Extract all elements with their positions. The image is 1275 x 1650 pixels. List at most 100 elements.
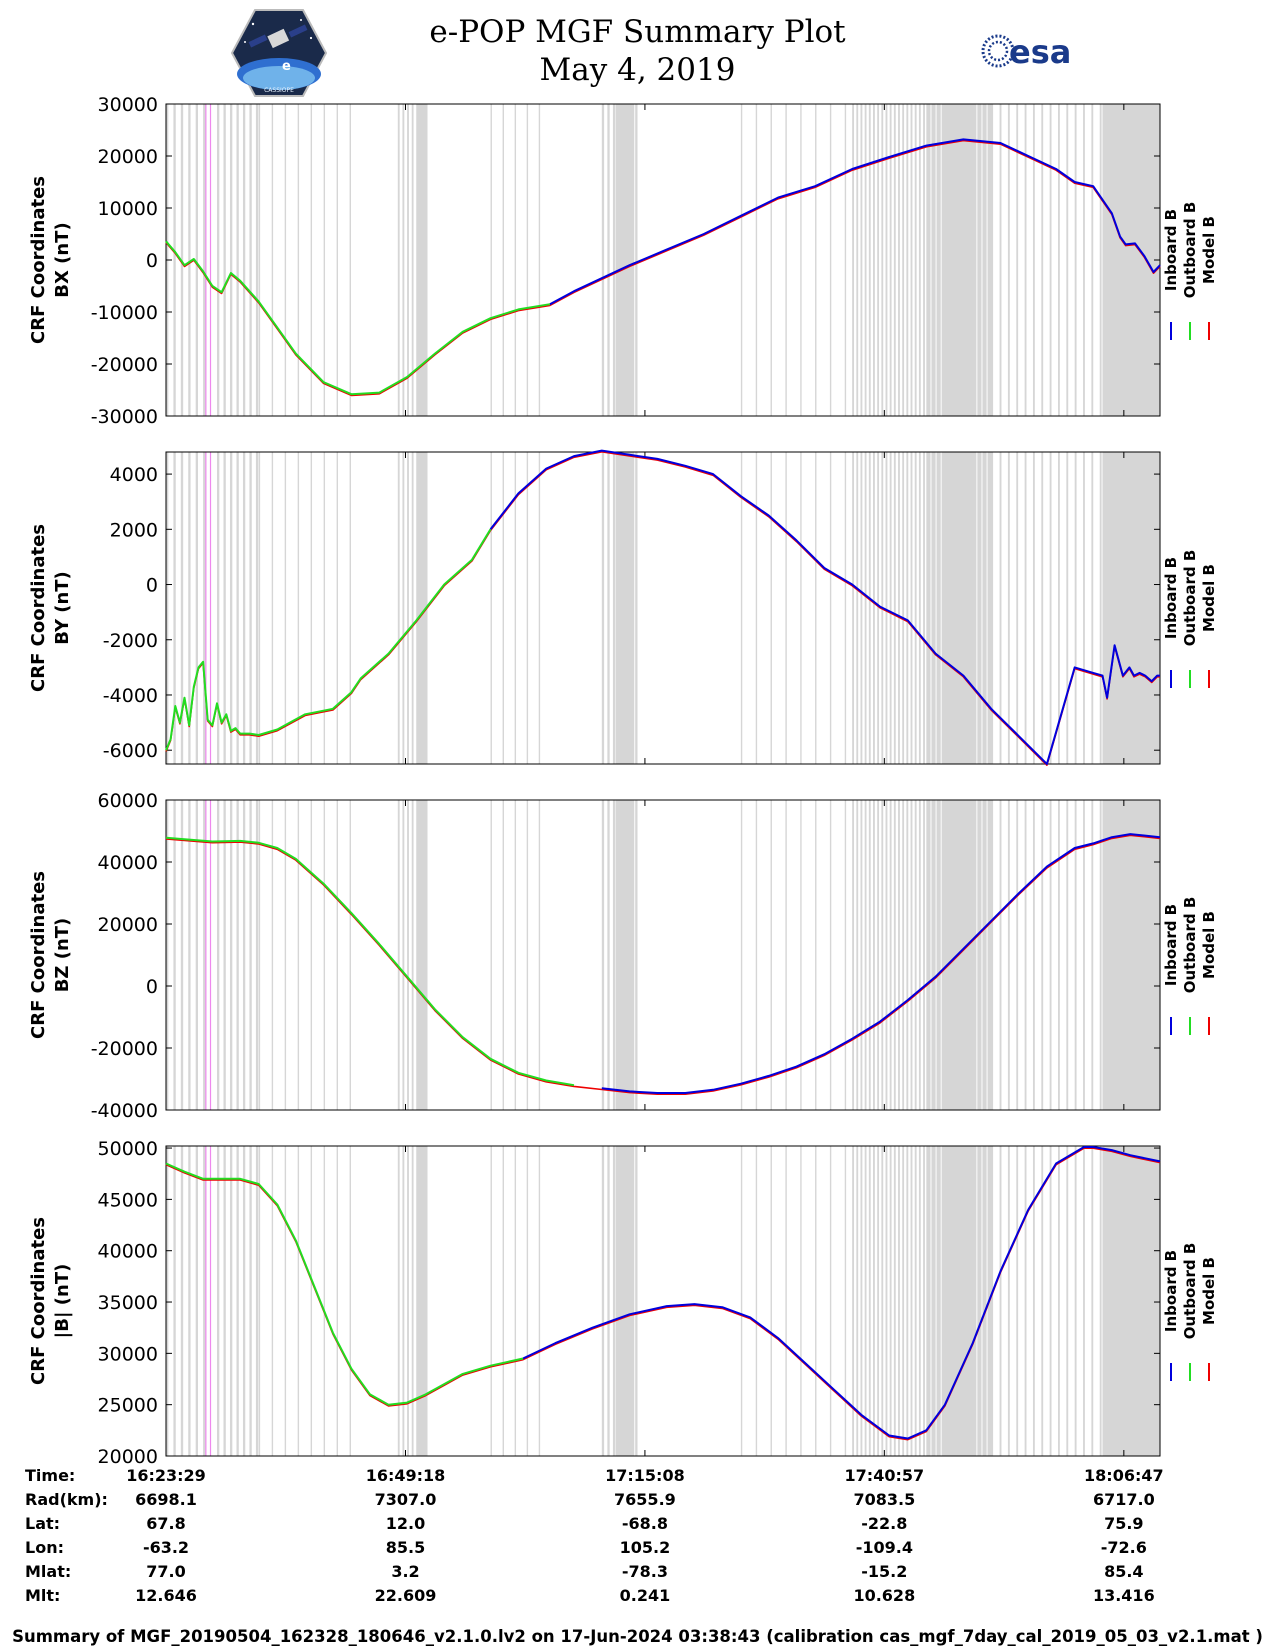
gap-band bbox=[502, 800, 504, 1110]
ephemeris-time: 18:06:47 bbox=[1084, 1466, 1164, 1485]
gap-band bbox=[898, 1146, 900, 1456]
gap-band bbox=[188, 1146, 191, 1456]
gap-band bbox=[740, 104, 743, 416]
gap-band bbox=[180, 800, 184, 1110]
gap-band bbox=[1041, 1146, 1044, 1456]
gap-band bbox=[885, 104, 888, 416]
ephemeris-lat: 75.9 bbox=[1104, 1514, 1144, 1533]
gap-band bbox=[1157, 800, 1160, 1110]
gap-band bbox=[416, 800, 428, 1110]
gap-band bbox=[635, 800, 638, 1110]
gap-band bbox=[416, 104, 428, 416]
y-tick-label: 0 bbox=[146, 976, 158, 998]
gap-band bbox=[336, 452, 339, 764]
gap-band bbox=[906, 452, 909, 764]
gap-band bbox=[402, 1146, 405, 1456]
gap-band bbox=[1083, 800, 1085, 1110]
gap-band bbox=[1151, 800, 1157, 1110]
gap-band bbox=[844, 800, 847, 1110]
gap-band bbox=[310, 1146, 313, 1456]
gap-band bbox=[236, 452, 239, 764]
ephemeris-time: 16:23:29 bbox=[126, 1466, 206, 1485]
gap-band bbox=[740, 1146, 743, 1456]
gap-band bbox=[323, 1146, 326, 1456]
gap-band bbox=[216, 104, 220, 416]
y-tick-label: 40000 bbox=[98, 1241, 158, 1263]
data-gap-bands bbox=[166, 452, 1160, 764]
ephemeris-mlt: 13.416 bbox=[1092, 1586, 1155, 1605]
ephemeris-time: 17:40:57 bbox=[844, 1466, 925, 1485]
ephemeris-rad: 6698.1 bbox=[135, 1490, 197, 1509]
gap-band bbox=[615, 452, 635, 764]
gap-band bbox=[195, 452, 198, 764]
gap-band bbox=[526, 104, 529, 416]
gap-band bbox=[1007, 1146, 1010, 1456]
gap-band bbox=[490, 800, 492, 1110]
gap-band bbox=[868, 1146, 871, 1456]
gap-band bbox=[844, 104, 847, 416]
gap-band bbox=[1091, 452, 1094, 764]
legend: Inboard B Outboard B Model B bbox=[1162, 1243, 1218, 1381]
row-label: Mlt: bbox=[25, 1586, 61, 1605]
gap-band bbox=[216, 1146, 220, 1456]
gap-band bbox=[1091, 800, 1094, 1110]
gap-band bbox=[173, 1146, 176, 1456]
gap-band bbox=[526, 452, 529, 764]
gap-band bbox=[166, 800, 169, 1110]
gap-band bbox=[860, 800, 863, 1110]
gap-band bbox=[1125, 104, 1131, 416]
gap-band bbox=[877, 1146, 880, 1456]
gap-band bbox=[889, 1146, 892, 1456]
y-tick-label: 20000 bbox=[98, 914, 158, 936]
gap-band bbox=[284, 800, 287, 1110]
cassiope-logo: e CASSIOPE bbox=[231, 9, 327, 97]
gap-band bbox=[740, 800, 743, 1110]
gap-band bbox=[258, 104, 261, 416]
gap-band bbox=[1131, 452, 1137, 764]
gap-band bbox=[173, 104, 176, 416]
gap-band bbox=[1134, 1146, 1141, 1456]
gap-band bbox=[1144, 800, 1150, 1110]
legend: Inboard B Outboard B Model B bbox=[1162, 550, 1218, 688]
gap-band bbox=[1125, 452, 1131, 764]
y-tick-label: 10000 bbox=[98, 198, 158, 220]
y-axis-label: CRF Coordinates bbox=[28, 176, 49, 344]
gap-band bbox=[490, 1146, 492, 1456]
gap-band bbox=[881, 1146, 884, 1456]
gap-band bbox=[844, 452, 847, 764]
gap-band bbox=[852, 104, 855, 416]
gap-band bbox=[229, 104, 233, 416]
gap-band bbox=[1125, 800, 1131, 1110]
gap-band bbox=[323, 452, 326, 764]
gap-band bbox=[1109, 1146, 1115, 1456]
gap-band bbox=[407, 104, 409, 416]
gap-band bbox=[1121, 452, 1128, 764]
gap-band bbox=[936, 800, 941, 1110]
gap-band bbox=[180, 1146, 184, 1456]
gap-band bbox=[885, 800, 888, 1110]
gap-band bbox=[310, 800, 313, 1110]
gap-band bbox=[229, 452, 233, 764]
legend-entry: Inboard B bbox=[1162, 1250, 1180, 1332]
gap-band bbox=[397, 1146, 400, 1456]
gap-band bbox=[800, 104, 802, 416]
gap-band bbox=[864, 104, 867, 416]
gap-band bbox=[893, 1146, 896, 1456]
row-label: Time: bbox=[25, 1466, 76, 1485]
gap-band bbox=[815, 452, 817, 764]
gap-band bbox=[1131, 800, 1137, 1110]
gap-band bbox=[416, 1146, 428, 1456]
gap-band bbox=[1115, 104, 1121, 416]
gap-band bbox=[856, 800, 859, 1110]
gap-band bbox=[1105, 800, 1111, 1110]
gap-band bbox=[1134, 800, 1141, 1110]
y-axis-label: BZ (nT) bbox=[52, 918, 73, 993]
gap-band bbox=[864, 1146, 867, 1456]
gap-band bbox=[1066, 800, 1069, 1110]
ephemeris-lat: -68.8 bbox=[621, 1514, 668, 1533]
y-axis-label: BX (nT) bbox=[52, 222, 73, 297]
ephemeris-lon: 85.5 bbox=[385, 1538, 426, 1557]
gap-band bbox=[873, 104, 875, 416]
gap-band bbox=[910, 1146, 913, 1456]
ephemeris-rad: 7655.9 bbox=[614, 1490, 676, 1509]
